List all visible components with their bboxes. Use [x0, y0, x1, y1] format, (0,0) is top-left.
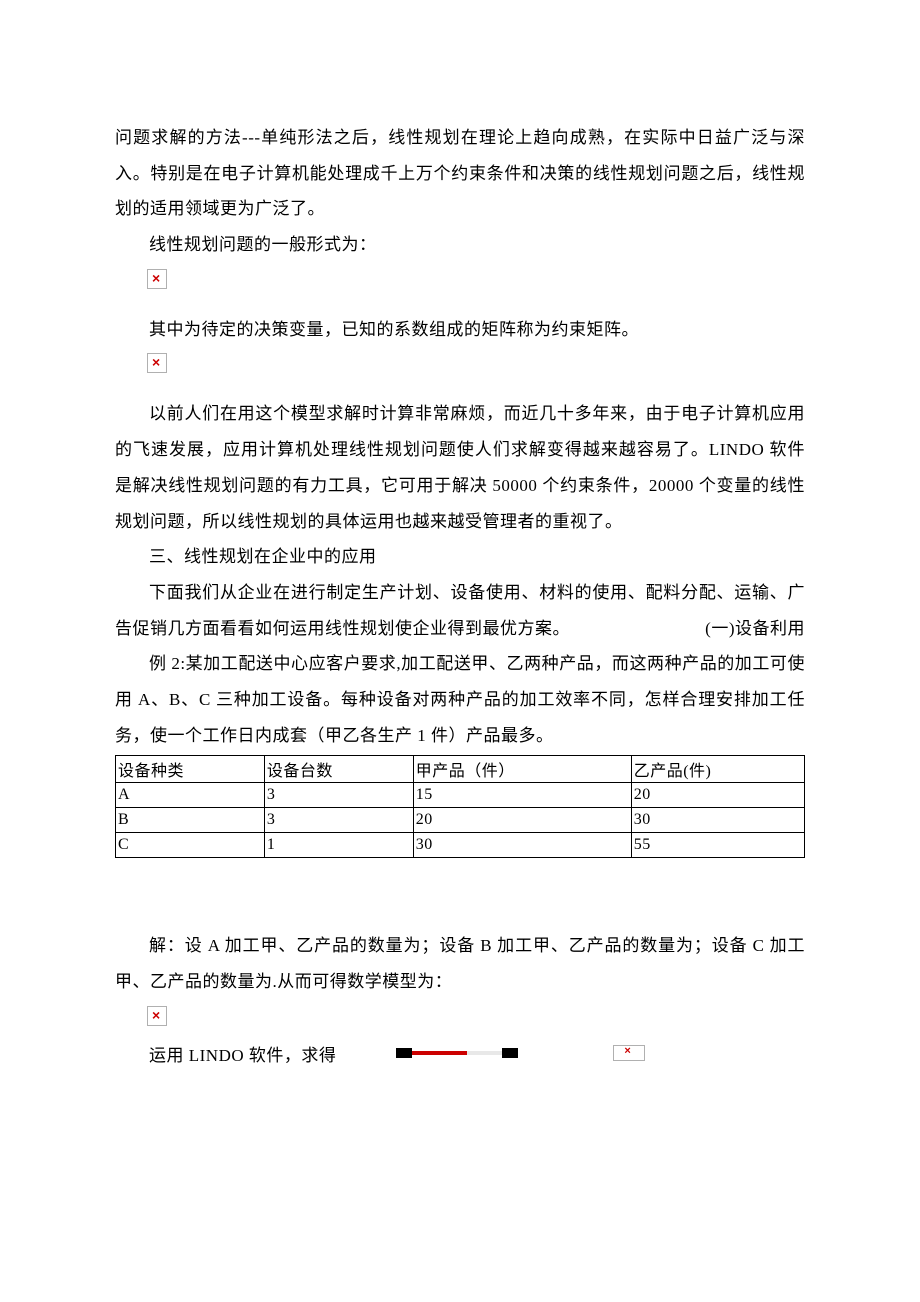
table-header-row: 设备种类 设备台数 甲产品（件） 乙产品(件)	[116, 756, 805, 783]
table-cell: 20	[413, 808, 631, 833]
paragraph-3: 其中为待定的决策变量，已知的系数组成的矩阵称为约束矩阵。	[115, 312, 805, 348]
media-end-icon	[396, 1048, 412, 1058]
broken-image-icon	[613, 1045, 645, 1061]
table-row: B 3 20 30	[116, 808, 805, 833]
paragraph-6: 下面我们从企业在进行制定生产计划、设备使用、材料的使用、配料分配、运输、广告促销…	[115, 575, 805, 646]
paragraph-2: 线性规划问题的一般形式为：	[115, 227, 805, 263]
media-control-icon	[396, 1048, 518, 1058]
table-cell: 30	[413, 833, 631, 858]
table-cell: 1	[264, 833, 413, 858]
equipment-table: 设备种类 设备台数 甲产品（件） 乙产品(件) A 3 15 20 B 3 20…	[115, 755, 805, 858]
table-cell: 3	[264, 808, 413, 833]
table-cell: B	[116, 808, 265, 833]
paragraph-6b-marker: (一)设备利用	[671, 611, 805, 647]
table-cell: C	[116, 833, 265, 858]
media-track-icon	[412, 1051, 502, 1055]
media-end-icon	[502, 1048, 518, 1058]
paragraph-9: 运用 LINDO 软件，求得	[149, 1041, 336, 1066]
table-cell: 30	[631, 808, 804, 833]
broken-image-icon	[147, 269, 167, 289]
document-page: 问题求解的方法---单纯形法之后，线性规划在理论上趋向成熟，在实际中日益广泛与深…	[0, 0, 920, 1302]
paragraph-4: 以前人们在用这个模型求解时计算非常麻烦，而近几十多年来，由于电子计算机应用的飞速…	[115, 396, 805, 539]
paragraph-7: 例 2:某加工配送中心应客户要求,加工配送甲、乙两种产品，而这两种产品的加工可使…	[115, 646, 805, 753]
table-cell: A	[116, 783, 265, 808]
table-header-cell: 甲产品（件）	[413, 756, 631, 783]
table-cell: 55	[631, 833, 804, 858]
broken-image-icon	[147, 353, 167, 373]
bottom-line: 运用 LINDO 软件，求得	[115, 1041, 805, 1066]
table-header-cell: 设备种类	[116, 756, 265, 783]
table-header-cell: 设备台数	[264, 756, 413, 783]
paragraph-1: 问题求解的方法---单纯形法之后，线性规划在理论上趋向成熟，在实际中日益广泛与深…	[115, 120, 805, 227]
broken-image-icon	[147, 1006, 167, 1026]
table-cell: 15	[413, 783, 631, 808]
table-row: A 3 15 20	[116, 783, 805, 808]
table-row: C 1 30 55	[116, 833, 805, 858]
table-cell: 3	[264, 783, 413, 808]
paragraph-5: 三、线性规划在企业中的应用	[115, 539, 805, 575]
table-cell: 20	[631, 783, 804, 808]
table-header-cell: 乙产品(件)	[631, 756, 804, 783]
paragraph-8: 解：设 A 加工甲、乙产品的数量为；设备 B 加工甲、乙产品的数量为；设备 C …	[115, 928, 805, 999]
